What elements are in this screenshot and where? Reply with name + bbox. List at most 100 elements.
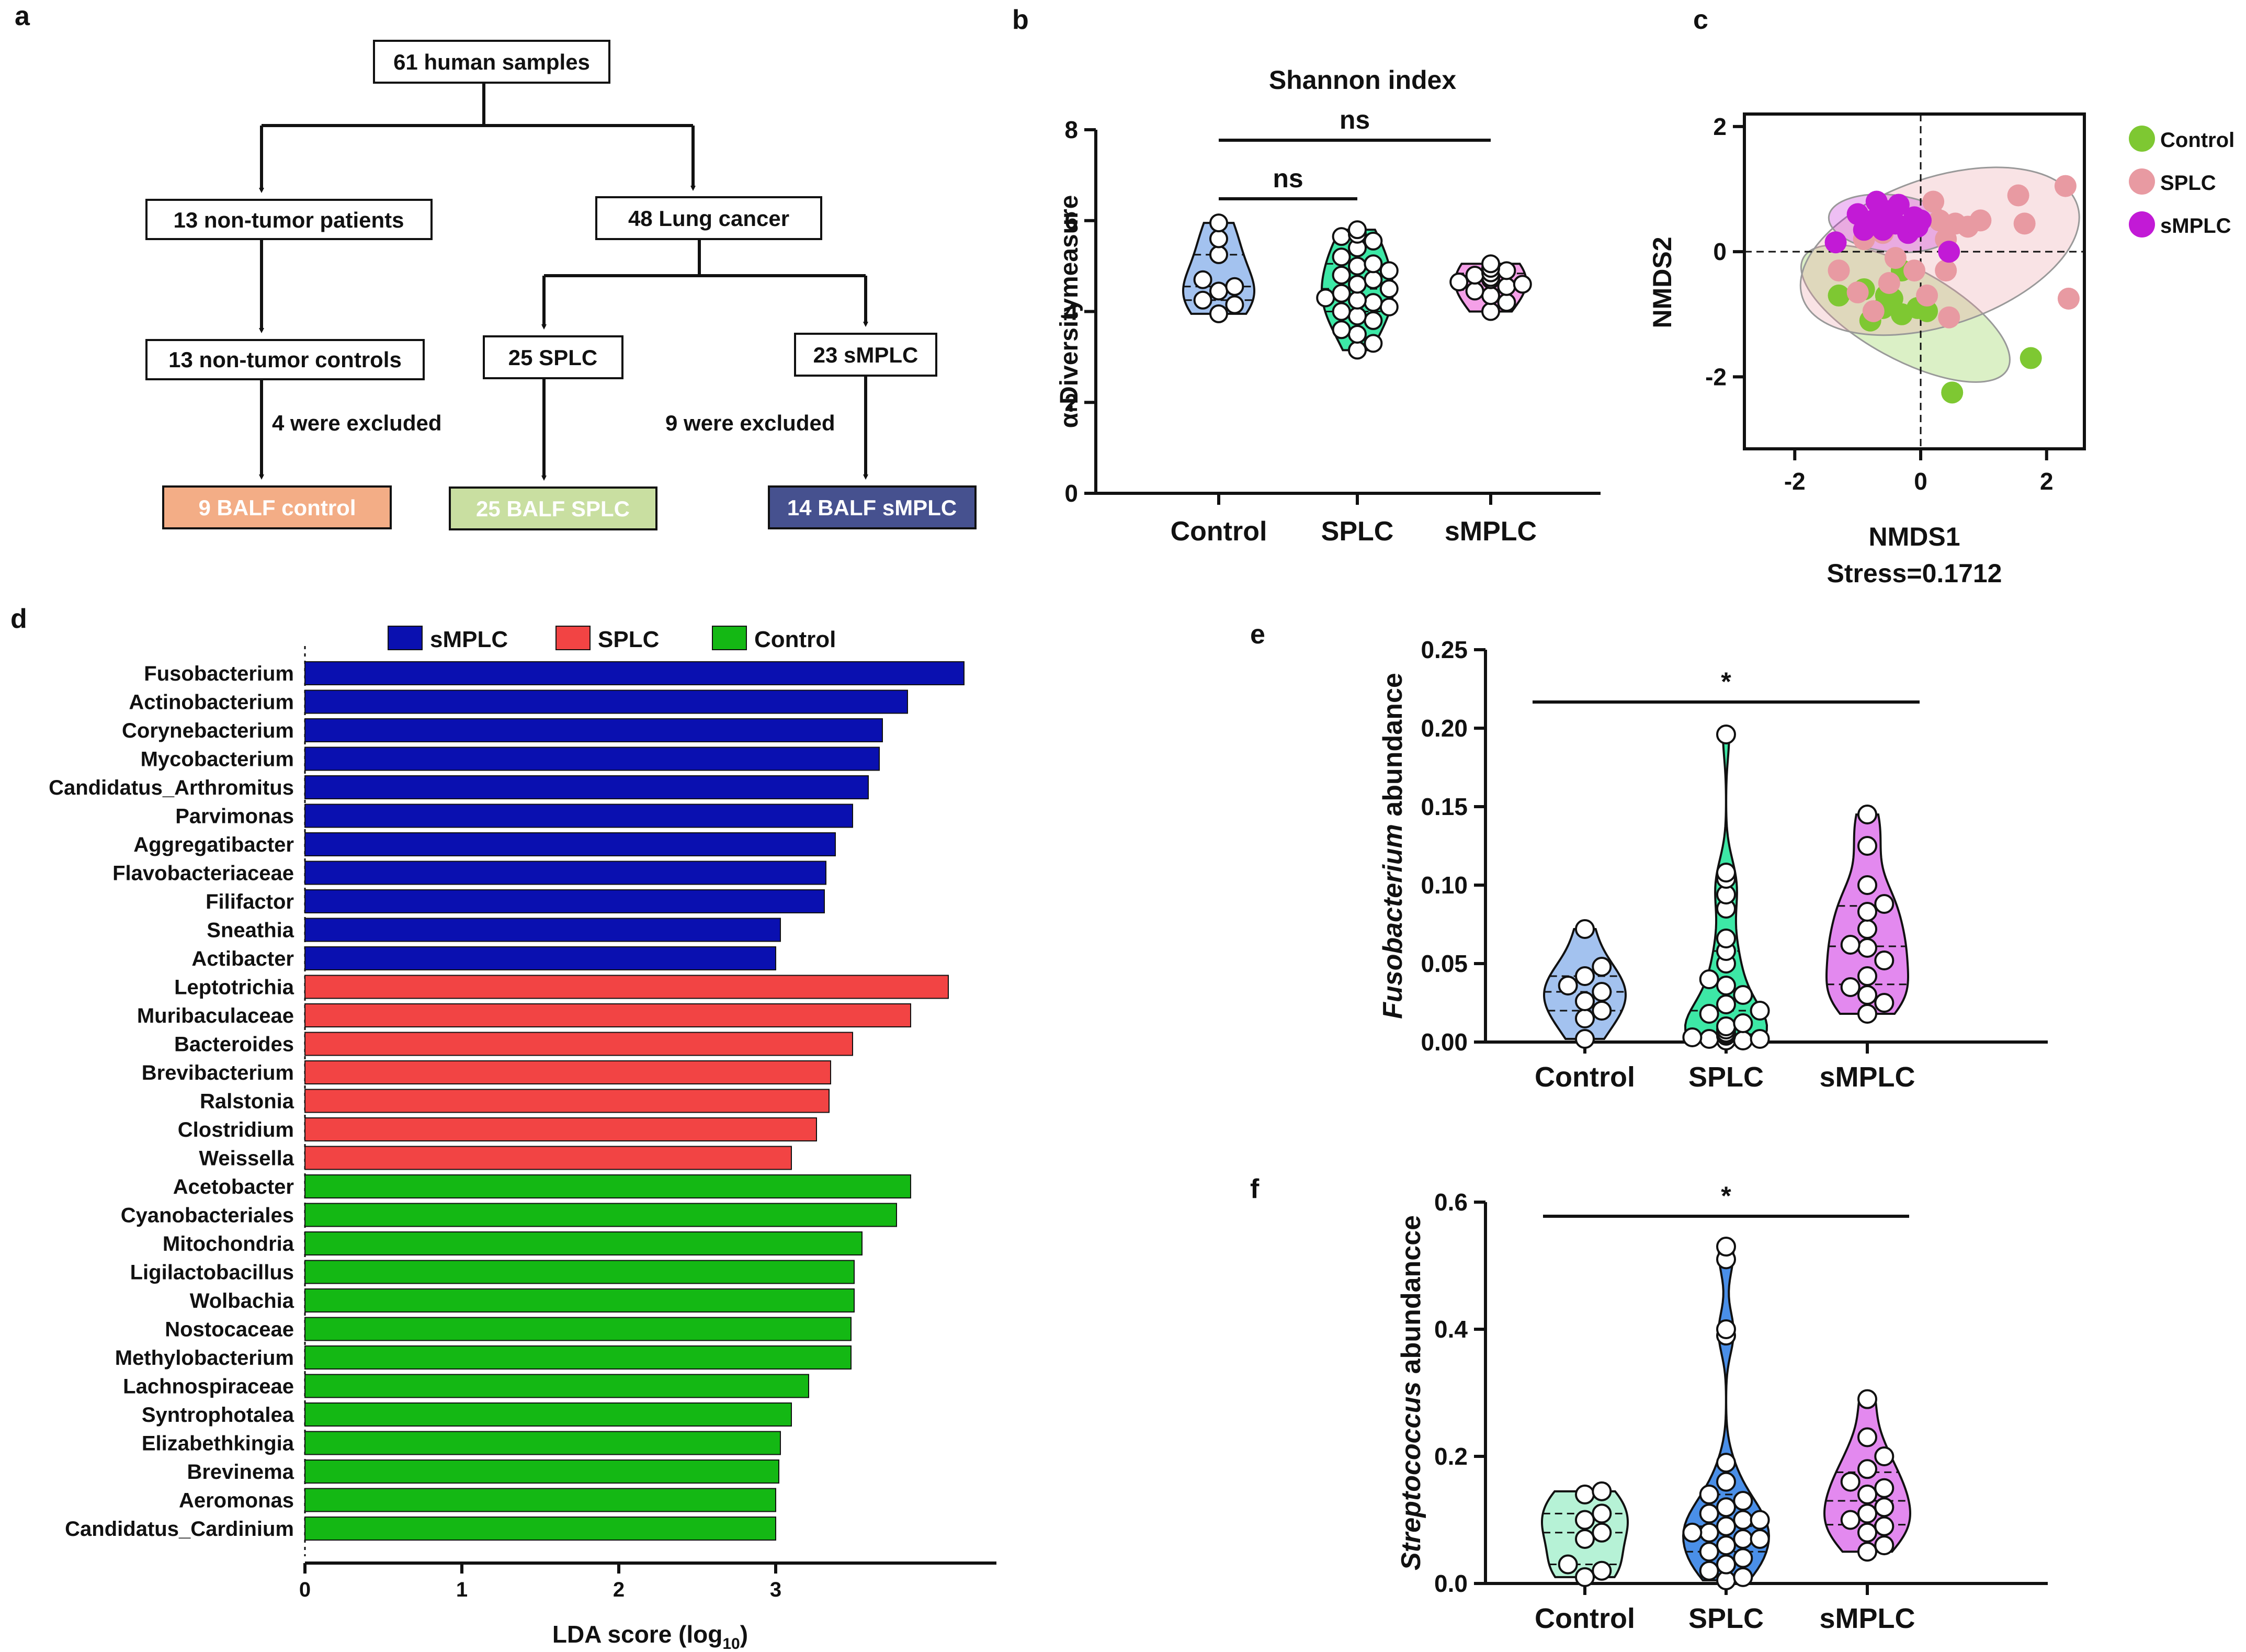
box-final-smplc-label: 14 BALF sMPLC: [787, 495, 957, 520]
y-tick-label: 2: [1064, 389, 1078, 416]
bar-category-label: Brevinema: [187, 1461, 294, 1484]
bar: [304, 1117, 817, 1141]
bar-category-label: Clostridium: [178, 1118, 294, 1141]
data-point: [1874, 894, 1895, 914]
data-point: [1716, 1554, 1736, 1575]
data-point: [1910, 209, 1932, 232]
legend-swatch: [555, 626, 591, 650]
bar-category-label: Candidatus_Arthromitus: [49, 776, 294, 799]
legend-swatch: [712, 626, 747, 650]
data-point: [1857, 966, 1877, 986]
flow-lines: [259, 83, 868, 481]
excluded-left-label: 4 were excluded: [272, 411, 442, 435]
x-category-label: SPLC: [1688, 1603, 1764, 1634]
bar-category-label: Candidatus_Cardinium: [65, 1518, 294, 1541]
data-point: [1699, 1004, 1719, 1024]
bar: [304, 1402, 792, 1427]
data-point: [1716, 1516, 1736, 1536]
y-tick-label: 0.2: [1434, 1443, 1468, 1470]
y-tick-label: 0.25: [1421, 636, 1468, 663]
bar-category-label: Ligilactobacillus: [130, 1261, 294, 1284]
x-axis-label: NMDS1: [1868, 522, 1960, 551]
data-point: [1941, 381, 1964, 404]
data-point: [1874, 1516, 1895, 1536]
y-axis-label: NMDS2: [1648, 236, 1677, 328]
data-point: [1840, 1510, 1861, 1530]
data-point: [1916, 300, 1938, 322]
bar: [304, 975, 949, 999]
legend-label: Control: [2160, 129, 2234, 152]
bar: [304, 746, 880, 771]
bar: [304, 1374, 809, 1398]
data-point: [1857, 1389, 1877, 1409]
y-tick-label: 0.05: [1421, 950, 1468, 977]
data-point: [1592, 957, 1612, 977]
x-axis-label: LDA score (log10): [552, 1621, 748, 1652]
bar-category-label: Lachnospiraceae: [123, 1375, 294, 1398]
data-point: [1857, 1484, 1877, 1504]
bar-category-label: Actinobacterium: [129, 691, 294, 714]
excluded-right-label: 9 were excluded: [665, 411, 835, 435]
data-point: [1938, 241, 1960, 263]
data-point: [1592, 1522, 1612, 1543]
bar-category-label: Bacteroides: [174, 1033, 294, 1056]
data-point: [1874, 993, 1895, 1013]
box-root: [373, 40, 610, 84]
data-point: [1513, 275, 1532, 294]
bar: [304, 918, 781, 942]
bar: [304, 946, 776, 970]
data-point: [1379, 297, 1399, 316]
box-final-control-label: 9 BALF control: [199, 495, 356, 520]
data-point: [1699, 1542, 1719, 1562]
data-point: [1592, 1503, 1612, 1524]
stress-label: Stress=0.1712: [1827, 559, 2002, 588]
bar: [304, 1288, 855, 1312]
data-point: [1716, 1472, 1736, 1492]
data-point: [1733, 1548, 1753, 1568]
bar-category-label: Weissella: [199, 1147, 294, 1170]
bar: [304, 718, 883, 742]
data-point: [1716, 1453, 1736, 1473]
data-point: [1364, 334, 1383, 353]
bar-category-label: Acetobacter: [173, 1175, 294, 1198]
box-final-control: [162, 485, 392, 529]
data-point: [1575, 1009, 1595, 1028]
data-point: [1209, 304, 1228, 323]
y-tick-label: 0.4: [1434, 1316, 1468, 1343]
data-point: [1348, 256, 1367, 276]
data-point: [1733, 985, 1753, 1005]
bar: [304, 1345, 852, 1370]
panel-label-c: c: [1693, 5, 1708, 35]
data-point: [1193, 290, 1212, 310]
data-point: [1874, 1446, 1895, 1466]
data-point: [1716, 976, 1736, 995]
data-point: [1716, 725, 1736, 744]
significance-label: *: [1721, 1181, 1731, 1210]
x-category-label: Control: [1171, 516, 1267, 547]
data-point: [1575, 966, 1595, 986]
data-point: [1857, 1459, 1877, 1479]
data-point: [1449, 273, 1469, 292]
y-tick-label: 0.0: [1434, 1570, 1468, 1597]
x-tick-label: 0: [299, 1578, 311, 1601]
bar-category-label: Cyanobacteriales: [121, 1204, 294, 1227]
bar-category-label: Sneathia: [207, 919, 294, 942]
streptococcus-violin-chart: 0.0 0.2 0.4 0.6 Streptococcus abundancce Cont…: [1396, 1181, 2048, 1634]
data-point: [1874, 1478, 1895, 1498]
plot-frame: [1743, 112, 2086, 450]
bar: [304, 1003, 911, 1027]
data-point: [1575, 1529, 1595, 1549]
bar: [304, 661, 965, 685]
data-point: [1857, 938, 1877, 958]
bar: [304, 775, 869, 799]
data-point: [1348, 324, 1367, 344]
y-tick-label: 0.00: [1421, 1028, 1468, 1056]
legend-marker: [2129, 168, 2155, 195]
data-point: [1575, 1510, 1595, 1530]
x-category-label: SPLC: [1321, 516, 1394, 547]
legend-swatch: [388, 626, 423, 650]
bar: [304, 1517, 776, 1541]
bar-category-label: Elizabethkingia: [142, 1432, 294, 1455]
significance-label: ns: [1340, 105, 1370, 134]
data-point: [2057, 287, 2080, 310]
